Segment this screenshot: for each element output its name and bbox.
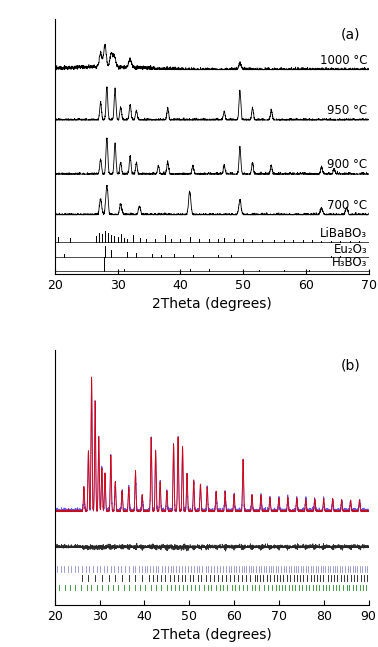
- Text: 1000 °C: 1000 °C: [320, 54, 367, 67]
- Text: 900 °C: 900 °C: [327, 158, 367, 171]
- Text: 700 °C: 700 °C: [327, 199, 367, 212]
- X-axis label: 2Theta (degrees): 2Theta (degrees): [152, 628, 271, 642]
- Text: Eu₂O₃: Eu₂O₃: [334, 243, 367, 256]
- Text: H₃BO₃: H₃BO₃: [332, 256, 367, 269]
- Text: (a): (a): [341, 27, 361, 41]
- Text: (b): (b): [341, 358, 361, 372]
- X-axis label: 2Theta (degrees): 2Theta (degrees): [152, 298, 271, 311]
- Text: 950 °C: 950 °C: [327, 104, 367, 117]
- Text: LiBaBO₃: LiBaBO₃: [320, 227, 367, 240]
